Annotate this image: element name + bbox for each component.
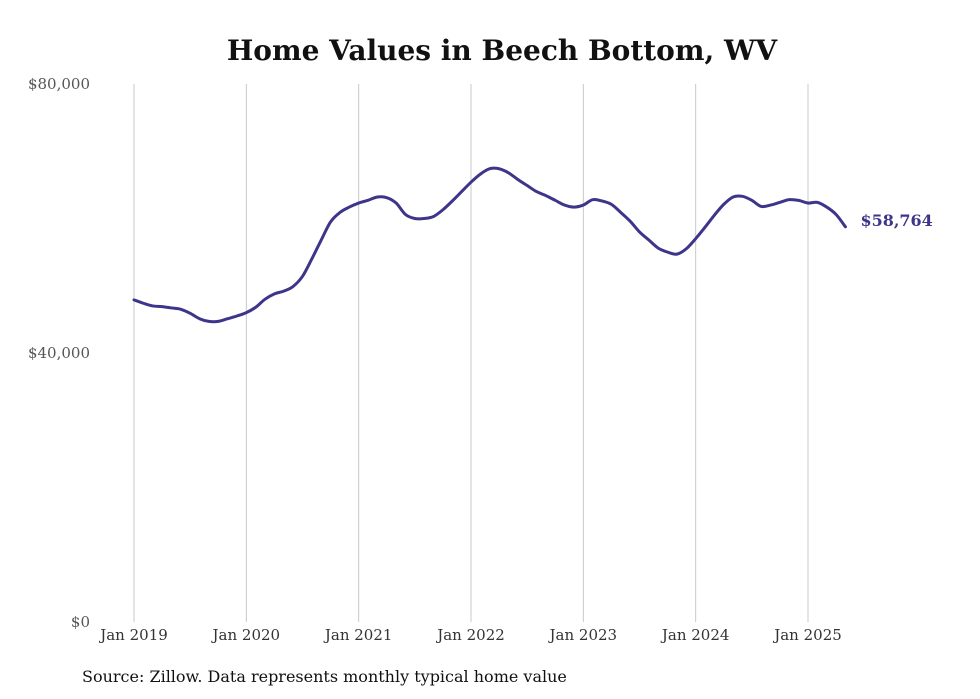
data-point — [704, 226, 707, 229]
data-point — [750, 199, 753, 202]
x-tick-label: Jan 2025 — [772, 626, 842, 644]
data-point — [151, 304, 154, 307]
data-point — [395, 202, 398, 205]
data-point — [516, 178, 519, 181]
data-point — [376, 195, 379, 198]
y-tick-label: $80,000 — [28, 75, 90, 93]
data-point — [301, 275, 304, 278]
x-tick-label: Jan 2021 — [323, 626, 393, 644]
data-point — [629, 220, 632, 223]
data-point — [732, 195, 735, 198]
data-point — [741, 195, 744, 198]
data-point — [217, 320, 220, 323]
data-point — [488, 167, 491, 170]
chart-title: Home Values in Beech Bottom, WV — [227, 34, 779, 67]
data-point — [179, 308, 182, 311]
data-point — [535, 190, 538, 193]
data-point — [404, 213, 407, 216]
x-tick-label: Jan 2023 — [548, 626, 618, 644]
data-point — [320, 239, 323, 242]
data-point — [647, 239, 650, 242]
data-point — [638, 230, 641, 233]
data-point — [526, 184, 529, 187]
data-point — [367, 199, 370, 202]
data-point — [769, 204, 772, 207]
y-tick-label: $0 — [71, 613, 90, 631]
data-point — [479, 173, 482, 176]
data-point — [235, 315, 238, 318]
data-point — [273, 292, 276, 295]
series-line — [132, 166, 847, 324]
data-point — [348, 206, 351, 209]
data-point — [207, 320, 210, 323]
data-point — [170, 306, 173, 309]
x-tick-label: Jan 2022 — [435, 626, 505, 644]
data-point — [554, 199, 557, 202]
data-point — [133, 298, 136, 301]
data-point — [544, 194, 547, 197]
data-point — [591, 198, 594, 201]
data-point — [198, 317, 201, 320]
data-point — [142, 302, 145, 305]
data-point — [713, 214, 716, 217]
data-point — [619, 211, 622, 214]
data-point — [797, 199, 800, 202]
data-point — [423, 217, 426, 220]
data-point — [788, 198, 791, 201]
data-point — [507, 171, 510, 174]
x-tick-label: Jan 2019 — [98, 626, 168, 644]
data-point — [498, 167, 501, 170]
gridlines — [133, 84, 809, 622]
data-point — [778, 201, 781, 204]
data-point — [760, 205, 763, 208]
y-tick-label: $40,000 — [28, 344, 90, 362]
end-value-label: $58,764 — [860, 211, 932, 230]
data-point — [310, 257, 313, 260]
data-point — [357, 202, 360, 205]
data-point — [694, 237, 697, 240]
data-point — [722, 203, 725, 206]
data-point — [226, 317, 229, 320]
data-point — [254, 306, 257, 309]
data-point — [572, 206, 575, 209]
data-point — [451, 200, 454, 203]
data-point — [460, 190, 463, 193]
y-axis-labels: $80,000 $40,000 $0 — [28, 75, 90, 631]
data-point — [189, 312, 192, 315]
data-point — [292, 285, 295, 288]
source-note: Source: Zillow. Data represents monthly … — [82, 667, 567, 686]
data-point — [807, 202, 810, 205]
data-point — [582, 204, 585, 207]
data-point — [610, 203, 613, 206]
data-point — [432, 215, 435, 218]
data-point — [264, 298, 267, 301]
data-point — [563, 204, 566, 207]
series-group: $58,764 — [132, 166, 933, 324]
data-point — [329, 220, 332, 223]
data-point — [441, 208, 444, 211]
data-point — [161, 305, 164, 308]
data-point — [338, 211, 341, 214]
data-point — [816, 201, 819, 204]
data-point — [675, 253, 678, 256]
data-point — [245, 311, 248, 314]
data-point — [666, 251, 669, 254]
data-point — [470, 181, 473, 184]
x-tick-label: Jan 2020 — [211, 626, 281, 644]
data-point — [835, 213, 838, 216]
data-point — [685, 247, 688, 250]
data-point — [844, 225, 847, 228]
data-point — [601, 200, 604, 203]
data-point — [413, 217, 416, 220]
data-point — [657, 247, 660, 250]
data-point — [385, 196, 388, 199]
data-point — [825, 206, 828, 209]
x-axis-labels: Jan 2019 Jan 2020 Jan 2021 Jan 2022 Jan 2023… — [98, 626, 842, 644]
x-tick-label: Jan 2024 — [660, 626, 730, 644]
data-point — [282, 290, 285, 293]
